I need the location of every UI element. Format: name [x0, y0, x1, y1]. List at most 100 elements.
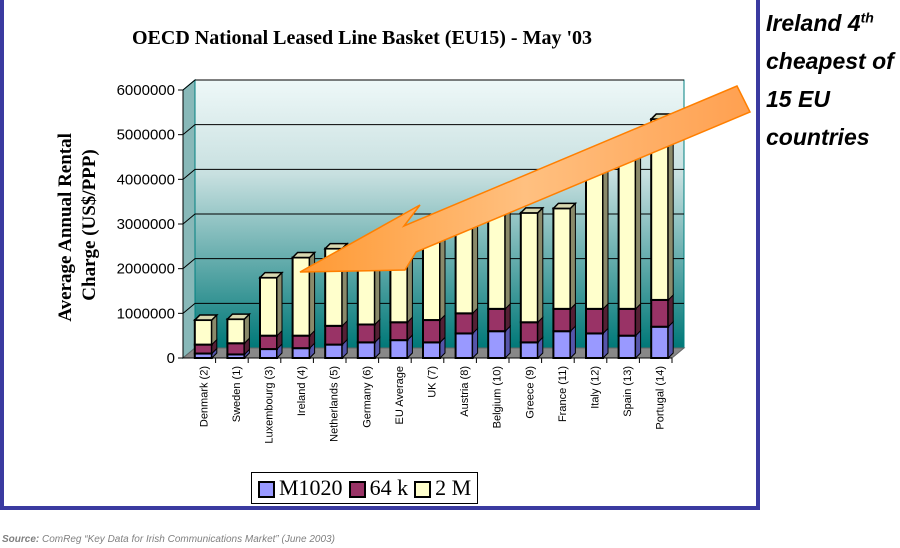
- y-tick-label: 2000000: [117, 261, 175, 278]
- y-axis-label: Average Annual Rental Charge (US$/PPP): [55, 128, 100, 321]
- legend: M1020 64 k 2 M: [251, 472, 479, 504]
- legend-label: 2 M: [435, 475, 472, 500]
- legend-swatch: [414, 481, 432, 499]
- x-tick-label: Spain (13): [622, 366, 634, 417]
- chart-title: OECD National Leased Line Basket (EU15) …: [132, 27, 592, 49]
- bar-segment-2m: [454, 223, 474, 315]
- chart: OECD National Leased Line Basket (EU15) …: [55, 27, 752, 444]
- bar-segment-2m: [552, 207, 572, 310]
- bar-segment-64k: [519, 321, 539, 344]
- bar-side: [504, 208, 511, 311]
- source-note: Source: ComReg “Key Data for Irish Commu…: [2, 534, 335, 545]
- x-tick-label: Greece (9): [524, 366, 536, 419]
- arrow-shape: [299, 85, 752, 273]
- bar-top: [192, 314, 219, 321]
- x-tick-label: Luxembourg (3): [264, 366, 276, 444]
- y-tick-label: 4000000: [117, 171, 175, 188]
- bar-segment-64k: [389, 321, 409, 342]
- legend-item-2m: 2 M: [414, 475, 471, 501]
- bar-segment-m1020: [454, 332, 474, 359]
- bar-top: [551, 202, 578, 210]
- x-tick-label: Sweden (1): [231, 366, 243, 422]
- bar-top: [290, 251, 317, 259]
- bar-segment-m1020: [422, 341, 441, 360]
- bar-side: [569, 202, 576, 311]
- bar-segment-2m: [585, 164, 604, 310]
- y-axis-label-line1: Average Annual Rental: [55, 133, 76, 322]
- annotation-line4: countries: [766, 124, 870, 150]
- y-tick-label: 1000000: [117, 305, 175, 322]
- bar-segment-64k: [552, 307, 572, 333]
- bar-segment-64k: [650, 298, 670, 328]
- bar-segment-64k: [487, 307, 507, 333]
- bar-side: [472, 217, 479, 315]
- bar-segment-64k: [291, 334, 311, 350]
- arrow-annotation: [299, 85, 752, 273]
- bar-segment-64k: [454, 312, 474, 335]
- bar-segment-64k: [585, 307, 604, 335]
- bar-segment-m1020: [259, 348, 278, 360]
- bar-side: [635, 146, 642, 311]
- source-text: ComReg “Key Data for Irish Communication…: [39, 534, 335, 545]
- bar-top: [225, 313, 252, 320]
- bar-segment-2m: [617, 151, 637, 310]
- y-tick-label: 0: [167, 350, 175, 367]
- bar-segment-m1020: [487, 330, 507, 360]
- gridline: [182, 79, 684, 91]
- chart-frame: [0, 0, 760, 510]
- bar-side: [602, 159, 609, 311]
- y-tick-label: 6000000: [117, 82, 175, 99]
- bar-segment-m1020: [585, 332, 604, 359]
- bar-segment-64k: [617, 307, 637, 337]
- bar-segment-2m: [487, 214, 507, 310]
- legend-item-64k: 64 k: [348, 475, 408, 501]
- x-tick-label: EU Average: [394, 366, 406, 425]
- x-tick-label: Italy (12): [590, 366, 602, 409]
- bar-segment-64k: [324, 324, 344, 346]
- gridline: [182, 168, 684, 180]
- x-tick-label: Austria (8): [459, 366, 471, 417]
- bar-segment-m1020: [291, 347, 311, 360]
- bar-segment-2m: [193, 319, 213, 346]
- annotation-line1: Ireland 4: [766, 10, 861, 36]
- bar-segment-64k: [422, 319, 441, 344]
- bar-segment-m1020: [356, 341, 376, 360]
- bar-segment-m1020: [519, 341, 539, 360]
- x-tick-label: UK (7): [427, 366, 439, 398]
- legend-swatch: [258, 481, 275, 499]
- bar-segment-m1020: [389, 339, 409, 359]
- x-tick-label: Ireland (4): [296, 366, 308, 416]
- annotation-text: Ireland 4th cheapest of 15 EU countries: [766, 4, 900, 156]
- source-label: Source:: [2, 534, 40, 545]
- x-tick-label: Denmark (2): [198, 366, 210, 427]
- bar-segment-2m: [226, 318, 246, 345]
- bar-segment-2m: [519, 211, 539, 324]
- x-tick-label: Portugal (14): [655, 366, 667, 430]
- gridline: [182, 124, 684, 136]
- bar-segment-m1020: [650, 325, 670, 360]
- y-axis-label-line2: Charge (US$/PPP): [79, 149, 100, 300]
- bar-top: [258, 271, 284, 279]
- bar-top: [323, 242, 350, 250]
- bar-top: [518, 207, 545, 214]
- x-tick-label: France (11): [557, 366, 569, 422]
- bar-segment-m1020: [324, 343, 344, 360]
- annotation-sup: th: [860, 9, 874, 26]
- x-tick-label: Belgium (10): [492, 366, 504, 428]
- y-tick-label: 3000000: [117, 216, 175, 233]
- bar-side: [276, 271, 283, 337]
- legend-swatch: [348, 481, 366, 499]
- y-tick-label: 5000000: [117, 127, 175, 144]
- bar-segment-m1020: [552, 330, 572, 360]
- x-tick-label: Netherlands (5): [329, 366, 341, 442]
- bar-segment-64k: [259, 334, 278, 351]
- legend-label: M1020: [279, 475, 343, 500]
- bar-segment-2m: [259, 276, 278, 337]
- legend-item-m1020: M1020: [258, 475, 343, 501]
- annotation-line3: 15 EU: [766, 86, 830, 112]
- bar-side: [537, 206, 544, 324]
- bar-segment-64k: [226, 342, 246, 356]
- x-tick-label: Germany (6): [361, 366, 373, 428]
- annotation-line2: cheapest of: [766, 48, 894, 74]
- bar-segment-64k: [193, 343, 213, 355]
